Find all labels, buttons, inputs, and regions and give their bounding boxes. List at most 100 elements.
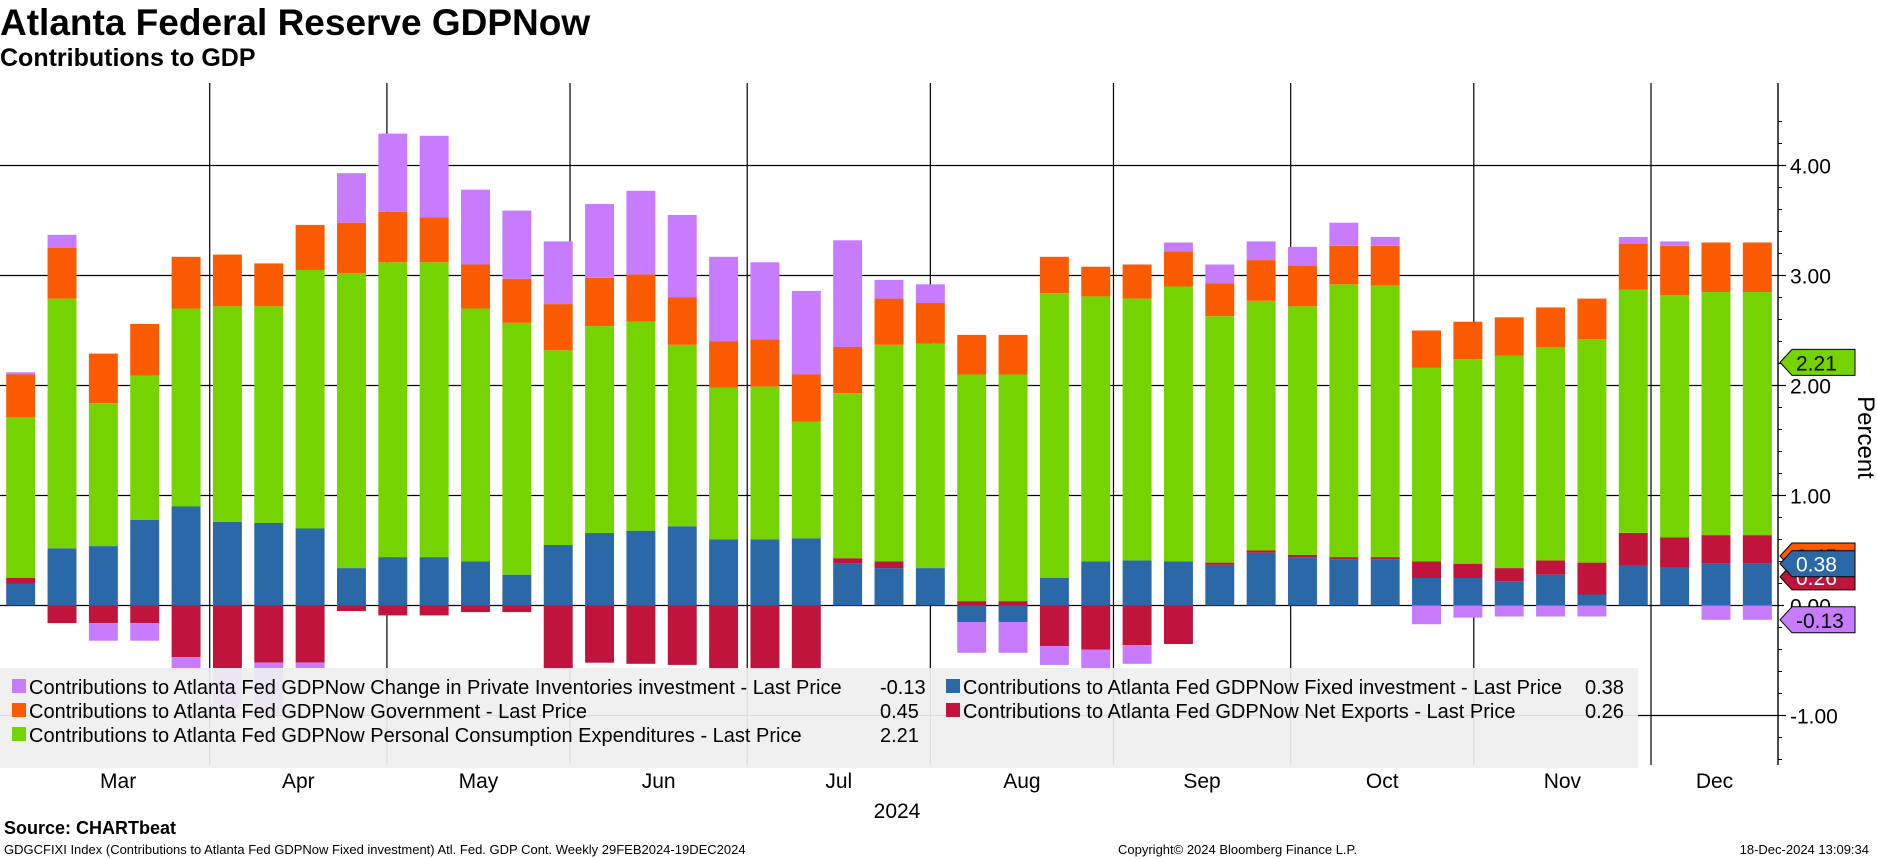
y-axis-title: Percent <box>1852 396 1877 479</box>
bar-segment <box>419 135 449 218</box>
month-label: Mar <box>100 770 136 793</box>
bar-segment <box>998 601 1028 606</box>
bar-segment <box>626 530 656 606</box>
bar-segment <box>1742 563 1772 606</box>
bar-segment <box>874 279 904 299</box>
bar-segment <box>212 254 242 307</box>
y-tick-label: 3.00 <box>1790 266 1831 289</box>
bar-segment <box>1742 292 1772 536</box>
bar-segment <box>1329 559 1359 606</box>
last-value-callout <box>1779 550 1856 578</box>
bar-segment <box>791 421 821 539</box>
bar-segment <box>295 528 325 606</box>
bar-segment <box>295 662 325 669</box>
bar-segment <box>667 297 697 345</box>
bar-segment <box>336 605 366 611</box>
legend-label: Contributions to Atlanta Fed GDPNow Net … <box>963 701 1515 723</box>
legend-last-value: -0.13 <box>880 677 926 699</box>
bar-segment <box>585 532 615 606</box>
bar-segment <box>1205 316 1235 563</box>
x-axis-title: 2024 <box>874 800 921 820</box>
bar-segment <box>171 308 201 507</box>
bar-segment <box>791 374 821 422</box>
bar-segment <box>502 278 532 323</box>
bar-segment <box>750 539 780 606</box>
bar-segment <box>1122 560 1152 606</box>
legend-swatch <box>946 703 960 717</box>
bar-segment <box>254 306 284 523</box>
bar-segment <box>336 273 366 569</box>
bar-segment <box>998 334 1028 375</box>
bar-segment <box>1246 260 1276 301</box>
bar-segment <box>874 561 904 569</box>
bar-segment <box>1701 242 1731 292</box>
bar-segment <box>1370 557 1400 560</box>
bar-segment <box>1246 552 1276 606</box>
legend-last-value: 0.45 <box>880 701 919 723</box>
bar-segment <box>626 190 656 275</box>
bar-segment <box>1246 241 1276 261</box>
bar-segment <box>1577 339 1607 563</box>
bar-segment <box>6 372 36 375</box>
bar-segment <box>543 304 573 351</box>
bar-segment <box>88 605 118 624</box>
bar-segment <box>915 284 945 303</box>
callout-label: 0.38 <box>1796 554 1837 577</box>
bar-segment <box>957 622 987 653</box>
bar-segment <box>461 264 490 309</box>
legend-label: Contributions to Atlanta Fed GDPNow Fixe… <box>963 677 1562 699</box>
legend-last-value: 0.38 <box>1585 677 1624 699</box>
bar-segment <box>336 173 366 223</box>
bar-segment <box>1163 605 1193 644</box>
bar-segment <box>6 374 36 418</box>
bar-segment <box>915 568 945 606</box>
bar-segment <box>419 557 449 606</box>
bar-segment <box>1577 562 1607 595</box>
bar-segment <box>419 262 449 558</box>
bar-segment <box>791 538 821 606</box>
bar-segment <box>957 374 987 602</box>
bar-segment <box>998 605 1028 622</box>
legend-label: Contributions to Atlanta Fed GDPNow Chan… <box>29 677 842 699</box>
y-tick-label: 2.00 <box>1790 376 1831 399</box>
bar-segment <box>1039 293 1069 578</box>
bar-segment <box>1494 605 1524 617</box>
bar-segment <box>874 298 904 345</box>
month-label: May <box>459 770 499 793</box>
bar-segment <box>667 215 697 298</box>
bar-segment <box>1453 321 1483 360</box>
bar-segment <box>212 306 242 522</box>
bar-segment <box>874 344 904 562</box>
bar-segment <box>171 506 201 606</box>
bar-segment <box>709 341 739 388</box>
bar-segment <box>295 224 325 270</box>
bar-segment <box>1246 300 1276 551</box>
bar-segment <box>378 262 408 558</box>
bar-segment <box>502 210 532 279</box>
bar-segment <box>1618 565 1648 606</box>
bar-segment <box>791 290 821 375</box>
bar-segment <box>709 256 739 342</box>
timestamp: 18-Dec-2024 13:09:34 <box>1739 842 1869 857</box>
bar-segment <box>1412 330 1442 368</box>
bar-segment <box>585 605 615 663</box>
bar-segment <box>1205 264 1235 284</box>
bar-segment <box>88 546 118 606</box>
bar-segment <box>667 344 697 527</box>
bar-segment <box>130 605 160 624</box>
bar-segment <box>1412 605 1442 625</box>
bar-segment <box>543 545 573 606</box>
bar-segment <box>1081 266 1111 297</box>
bar-segment <box>1412 561 1442 578</box>
bar-segment <box>1618 243 1648 290</box>
bar-segment <box>1205 562 1235 565</box>
bar-segment <box>626 321 656 531</box>
bar-segment <box>1329 245 1359 285</box>
bar-segment <box>543 241 573 305</box>
bar-segment <box>1536 605 1566 617</box>
legend-label: Contributions to Atlanta Fed GDPNow Gove… <box>29 701 587 723</box>
bar-segment <box>1329 557 1359 560</box>
legend-label: Contributions to Atlanta Fed GDPNow Pers… <box>29 725 802 747</box>
bar-segment <box>1453 563 1483 578</box>
bar-segment <box>1163 561 1193 606</box>
